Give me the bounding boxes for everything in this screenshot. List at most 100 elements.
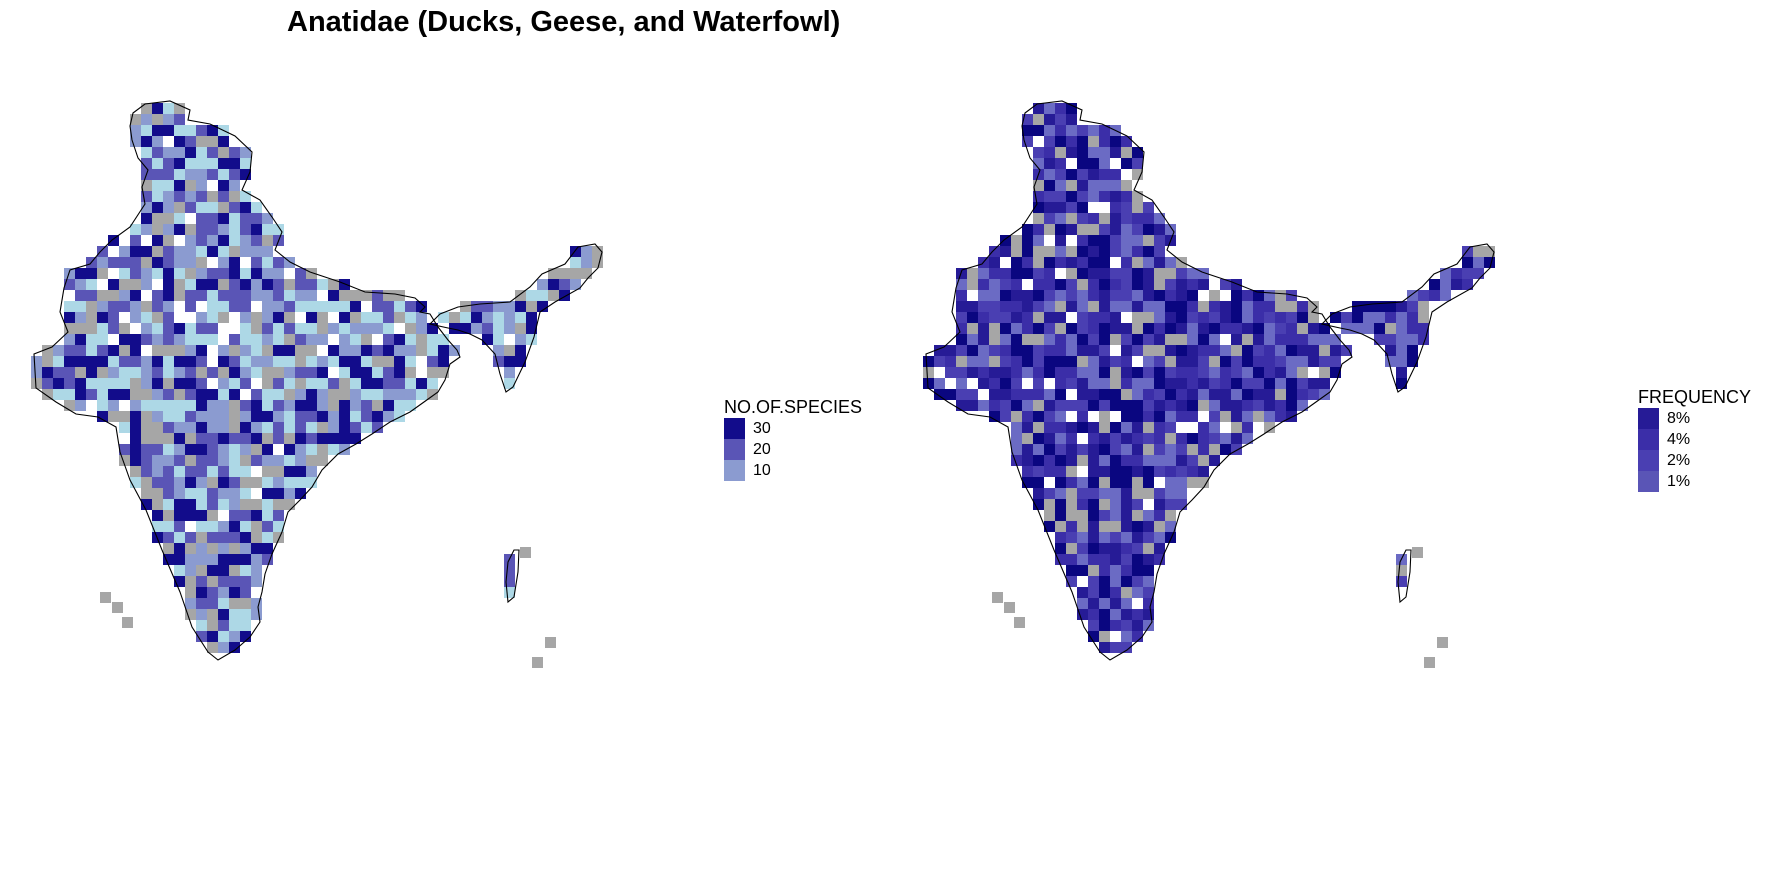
grid-cell (185, 224, 196, 235)
grid-cell (1253, 323, 1264, 334)
grid-cell (218, 290, 229, 301)
grid-cell (64, 268, 75, 279)
grid-cell (1253, 312, 1264, 323)
grid-cell (1154, 543, 1165, 554)
grid-cell (1077, 400, 1088, 411)
grid-cell (1044, 411, 1055, 422)
grid-cell (97, 323, 108, 334)
grid-cell (1143, 224, 1154, 235)
grid-cell (1066, 246, 1077, 257)
grid-cell (130, 246, 141, 257)
grid-cell (1066, 543, 1077, 554)
grid-cell (1099, 378, 1110, 389)
grid-cell (306, 367, 317, 378)
grid-cell (240, 532, 251, 543)
grid-cell (383, 389, 394, 400)
grid-cell (383, 301, 394, 312)
grid-cell (1011, 411, 1022, 422)
grid-cell (956, 389, 967, 400)
grid-cell (1330, 334, 1341, 345)
grid-cell (218, 147, 229, 158)
grid-cell (207, 598, 218, 609)
grid-cell (251, 477, 262, 488)
grid-cell (1077, 323, 1088, 334)
grid-cell (1044, 213, 1055, 224)
grid-cell (416, 378, 427, 389)
grid-cell (1066, 466, 1077, 477)
grid-cell (185, 488, 196, 499)
grid-cell (207, 554, 218, 565)
grid-cell (174, 400, 185, 411)
grid-cell (1319, 323, 1330, 334)
grid-cell (1044, 334, 1055, 345)
grid-cell (1462, 279, 1473, 290)
grid-cell (1209, 400, 1220, 411)
grid-cell (1154, 499, 1165, 510)
grid-cell (141, 147, 152, 158)
grid-cell (174, 356, 185, 367)
grid-cell (152, 323, 163, 334)
grid-cell (1143, 609, 1154, 620)
grid-cell (240, 246, 251, 257)
grid-cell (207, 488, 218, 499)
grid-cell (284, 345, 295, 356)
grid-cell (42, 345, 53, 356)
grid-cell (1132, 488, 1143, 499)
grid-cell (1275, 301, 1286, 312)
grid-cell (1198, 466, 1209, 477)
grid-cell (174, 103, 185, 114)
grid-cell (122, 617, 133, 628)
grid-cell (1110, 587, 1121, 598)
grid-cell (1154, 510, 1165, 521)
grid-cell (108, 290, 119, 301)
grid-cell (1154, 488, 1165, 499)
grid-cell (1088, 587, 1099, 598)
grid-cell (1187, 323, 1198, 334)
grid-cell (273, 455, 284, 466)
grid-cell (1242, 356, 1253, 367)
grid-cell (97, 367, 108, 378)
grid-cell (989, 290, 1000, 301)
grid-cell (1297, 301, 1308, 312)
grid-cell (163, 202, 174, 213)
grid-cell (185, 323, 196, 334)
grid-cell (152, 169, 163, 180)
grid-cell (350, 345, 361, 356)
grid-cell (1055, 422, 1066, 433)
grid-cell (1242, 334, 1253, 345)
grid-cell (1143, 466, 1154, 477)
grid-cell (1088, 598, 1099, 609)
grid-cell (438, 334, 449, 345)
grid-cell (956, 268, 967, 279)
frequency-map (923, 100, 1495, 668)
grid-cell (956, 400, 967, 411)
grid-cell (163, 235, 174, 246)
grid-cell (1088, 444, 1099, 455)
grid-cell (284, 334, 295, 345)
grid-cell (152, 290, 163, 301)
grid-cell (207, 587, 218, 598)
grid-cell (1099, 422, 1110, 433)
grid-cell (1407, 334, 1418, 345)
grid-cell (141, 202, 152, 213)
grid-cell (405, 312, 416, 323)
grid-cell (1022, 312, 1033, 323)
grid-cell (207, 466, 218, 477)
grid-cell (130, 268, 141, 279)
grid-cell (1154, 422, 1165, 433)
grid-cell (218, 642, 229, 653)
grid-cell (284, 367, 295, 378)
grid-cell (1308, 389, 1319, 400)
grid-cell (196, 488, 207, 499)
grid-cell (1099, 642, 1110, 653)
grid-cell (1022, 466, 1033, 477)
grid-cell (1099, 301, 1110, 312)
grid-cell (185, 565, 196, 576)
grid-cell (1055, 246, 1066, 257)
grid-cell (328, 422, 339, 433)
grid-cell (141, 466, 152, 477)
grid-cell (1132, 411, 1143, 422)
grid-cell (1132, 389, 1143, 400)
grid-cell (1000, 367, 1011, 378)
grid-cell (1000, 246, 1011, 257)
